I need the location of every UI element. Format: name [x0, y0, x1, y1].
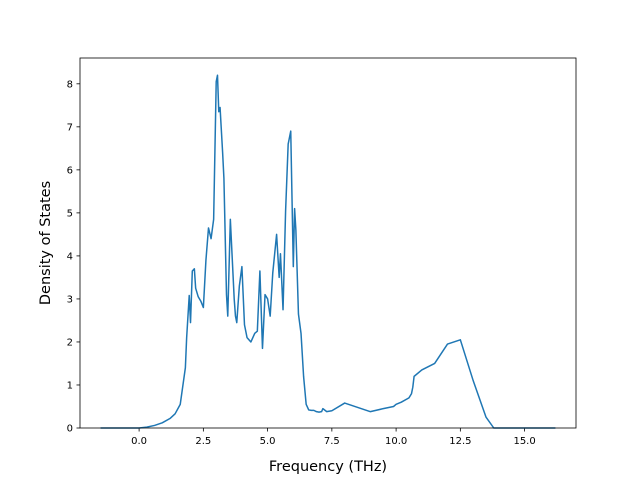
y-tick-label: 2: [67, 337, 73, 348]
y-tick-label: 1: [67, 380, 73, 391]
plot-frame: [79, 57, 577, 429]
x-tick-label: 15.0: [513, 436, 535, 447]
x-tick-label: 2.5: [195, 436, 211, 447]
x-tick-label: 0.0: [131, 436, 147, 447]
y-tick-label: 0: [67, 424, 73, 435]
series-line: [100, 74, 556, 429]
tick-group: 0.0 2.5 5.0 7.5 10.0 12.5 15.0 0 1 2 3 4 5 6 7 8: [67, 79, 536, 447]
y-tick-label: 3: [67, 294, 73, 305]
x-tick-label: 5.0: [260, 436, 276, 447]
x-tick-label: 10.0: [385, 436, 407, 447]
y-tick-label: 4: [67, 251, 73, 262]
y-tick-label: 5: [67, 208, 73, 219]
y-tick-label: 6: [67, 165, 73, 176]
y-tick-label: 7: [67, 122, 73, 133]
x-tick-label: 12.5: [449, 436, 471, 447]
plot-background: [80, 58, 576, 428]
y-tick-label: 8: [67, 79, 73, 90]
y-axis-title: Density of States: [38, 181, 54, 305]
x-axis-title: Frequency (THz): [269, 459, 387, 475]
x-tick-label: 7.5: [324, 436, 340, 447]
